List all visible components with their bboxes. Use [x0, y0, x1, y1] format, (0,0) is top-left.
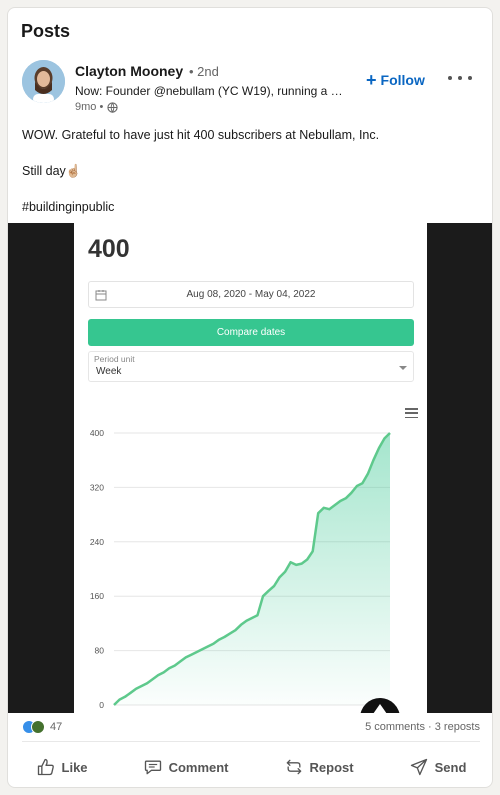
divider: [22, 741, 480, 742]
pointing-up-emoji: ☝🏼: [65, 164, 82, 178]
like-button[interactable]: Like: [30, 749, 94, 785]
y-tick-label: 320: [90, 482, 104, 492]
date-range-field: Aug 08, 2020 - May 04, 2022: [88, 281, 414, 308]
app-screenshot: 400 Aug 08, 2020 - May 04, 2022 Compare …: [74, 223, 427, 713]
send-label: Send: [434, 759, 467, 775]
navigation-arrow-icon: [360, 698, 400, 713]
hamburger-menu-icon: [405, 408, 418, 418]
date-range-text: Aug 08, 2020 - May 04, 2022: [186, 289, 316, 300]
period-unit-value: Week: [96, 366, 122, 377]
period-unit-label: Period unit: [94, 354, 135, 364]
period-unit-select: Period unit Week: [88, 351, 414, 382]
more-options-button[interactable]: [448, 70, 472, 86]
y-tick-label: 0: [99, 700, 104, 710]
compare-dates-button: Compare dates: [88, 319, 414, 346]
y-tick-label: 80: [95, 646, 105, 656]
area-fill: [114, 433, 390, 705]
comment-icon: [144, 760, 161, 775]
plus-icon: +: [366, 70, 377, 90]
send-button[interactable]: Send: [403, 749, 473, 785]
comment-label: Comment: [168, 759, 229, 775]
follow-button[interactable]: + Follow: [366, 69, 425, 91]
chevron-down-icon: [399, 366, 407, 370]
send-icon: [410, 758, 427, 776]
post-text-line: WOW. Grateful to have just hit 400 subsc…: [22, 128, 380, 142]
post-text-day: Still day: [22, 164, 66, 178]
post-text-line: Still day☝🏼: [22, 164, 81, 179]
reaction-count: 47: [50, 721, 63, 733]
comment-button[interactable]: Comment: [137, 749, 235, 785]
globe-icon: [107, 101, 118, 113]
subscriber-count: 400: [88, 235, 130, 263]
y-tick-label: 160: [90, 591, 104, 601]
hashtag-link[interactable]: #buildinginpublic: [22, 200, 115, 214]
follow-label: Follow: [380, 72, 425, 88]
post-time: 9mo •: [75, 101, 104, 113]
repost-button[interactable]: Repost: [278, 749, 360, 785]
thumbs-up-icon: [37, 758, 54, 776]
more-options-icon: [448, 76, 452, 80]
post-image[interactable]: 400 Aug 08, 2020 - May 04, 2022 Compare …: [8, 223, 492, 713]
avatar[interactable]: [22, 60, 65, 103]
y-tick-label: 240: [90, 537, 104, 547]
reaction-summary[interactable]: 47: [22, 720, 62, 734]
post-card: Posts Clayton Mooney • 2nd Now: Founder …: [7, 7, 493, 788]
author-name[interactable]: Clayton Mooney: [75, 63, 184, 79]
connection-degree: • 2nd: [189, 64, 219, 79]
subscriber-chart: 0 80 160 240 320 400: [90, 428, 391, 710]
repost-icon: [286, 759, 301, 775]
comments-reposts-count[interactable]: 5 comments · 3 reposts: [365, 721, 480, 733]
page-title: Posts: [21, 21, 71, 41]
author-headline: Now: Founder @nebullam (YC W19), running…: [75, 84, 345, 98]
post-meta: 9mo •: [75, 101, 118, 113]
like-label: Like: [61, 759, 88, 775]
series-line: [113, 432, 391, 706]
support-reaction-icon: [31, 720, 45, 734]
calendar-icon: [95, 290, 107, 301]
avatar-photo: [22, 60, 65, 103]
y-tick-label: 400: [90, 428, 104, 438]
action-bar: Like Comment Repost Send: [8, 746, 492, 787]
social-counts: 47 5 comments · 3 reposts: [22, 716, 480, 738]
repost-label: Repost: [309, 759, 354, 775]
